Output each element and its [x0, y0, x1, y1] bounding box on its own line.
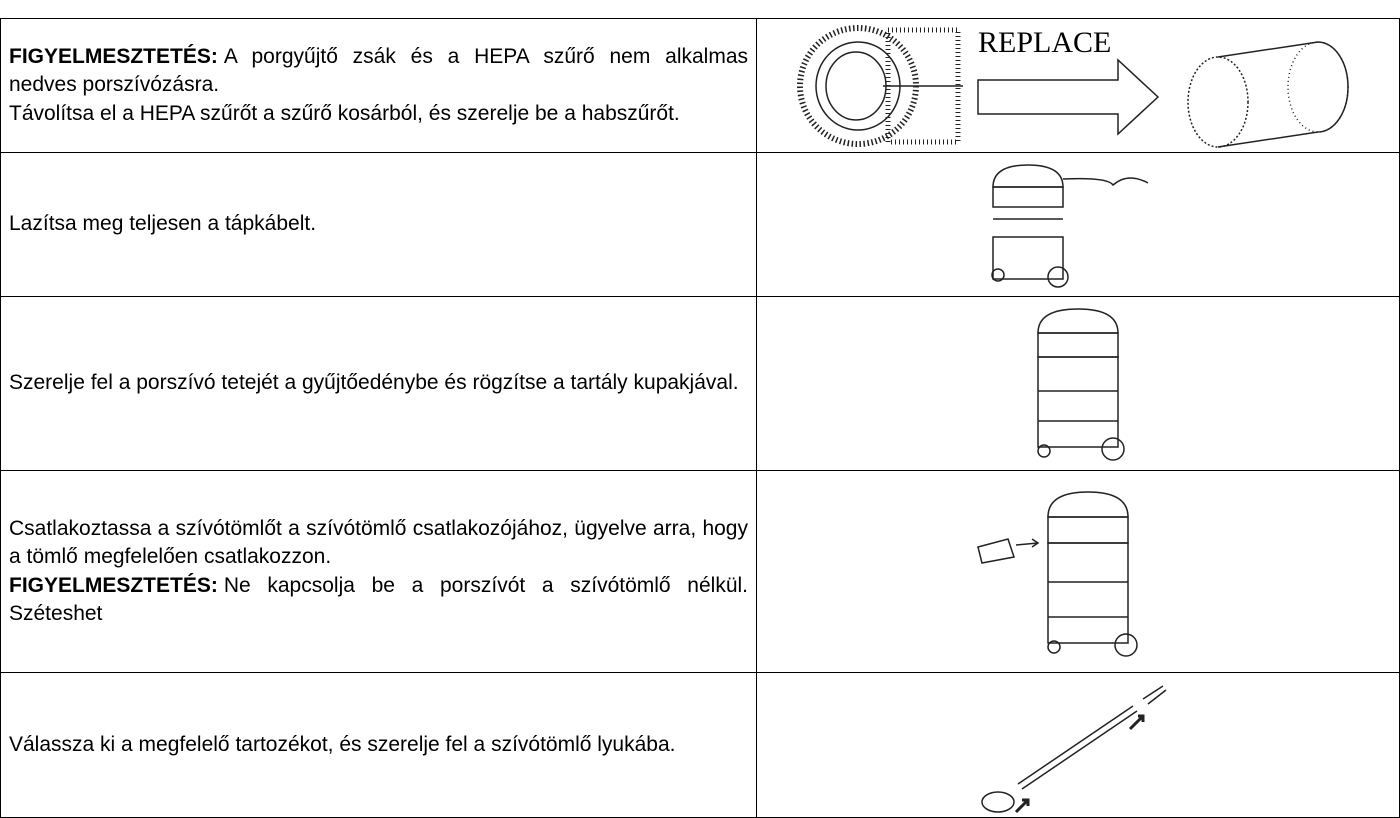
text-cell: Lazítsa meg teljesen a tápkábelt.	[0, 152, 757, 297]
row: Lazítsa meg teljesen a tápkábelt.	[0, 152, 1400, 297]
filter-replace-illustration: REPLACE	[797, 24, 1349, 148]
paragraph: Távolítsa el a HEPA szűrőt a szűrő kosár…	[9, 100, 748, 129]
warning-label: FIGYELMESZTETÉS:	[9, 573, 218, 597]
row: Válassza ki a megfelelő tartozékot, és s…	[0, 672, 1400, 818]
paragraph: Lazítsa meg teljesen a tápkábelt.	[9, 210, 748, 239]
paragraph: Szerelje fel a porszívó tetejét a gyűjtő…	[9, 369, 748, 398]
paragraph-text: Távolítsa el a HEPA szűrőt a szűrő kosár…	[9, 101, 680, 125]
image-cell	[756, 672, 1400, 818]
row: Csatlakoztassa a szívótömlőt a szívótöml…	[0, 470, 1400, 673]
row: Szerelje fel a porszívó tetejét a gyűjtő…	[0, 296, 1400, 471]
row: FIGYELMESZTETÉS: A porgyűjtő zsák és a HE…	[0, 18, 1400, 153]
paragraph: Csatlakoztassa a szívótömlőt a szívótöml…	[9, 515, 748, 572]
vacuum-illustration	[1037, 307, 1125, 461]
image-cell: REPLACE	[756, 18, 1400, 153]
accessory-illustration	[981, 685, 1167, 814]
paragraph-text: Lazítsa meg teljesen a tápkábelt.	[9, 212, 317, 236]
warning-label: FIGYELMESZTETÉS:	[9, 44, 218, 68]
image-cell	[756, 470, 1400, 673]
vacuum-hose-illustration	[977, 490, 1138, 657]
paragraph: FIGYELMESZTETÉS: A porgyűjtő zsák és a HE…	[9, 43, 748, 100]
instruction-table: FIGYELMESZTETÉS: A porgyűjtő zsák és a HE…	[0, 18, 1400, 818]
image-cell	[756, 296, 1400, 471]
vacuum-illustration	[991, 163, 1149, 288]
text-cell: Szerelje fel a porszívó tetejét a gyűjtő…	[0, 296, 757, 471]
image-label: REPLACE	[978, 26, 1111, 59]
text-cell: FIGYELMESZTETÉS: A porgyűjtő zsák és a HE…	[0, 18, 757, 153]
image-cell	[756, 152, 1400, 297]
paragraph: FIGYELMESZTETÉS: Ne kapcsolja be a porszí…	[9, 572, 748, 629]
text-cell: Csatlakoztassa a szívótömlőt a szívótöml…	[0, 470, 757, 673]
paragraph-text: Válassza ki a megfelelő tartozékot, és s…	[9, 732, 676, 756]
paragraph-text: Szerelje fel a porszívó tetejét a gyűjtő…	[9, 371, 739, 395]
paragraph-text: Ne kapcsolja be a porszívót a szívótömlő…	[9, 573, 748, 626]
paragraph-text: A porgyűjtő zsák és a HEPA szűrő nem alk…	[9, 44, 748, 97]
paragraph: Válassza ki a megfelelő tartozékot, és s…	[9, 731, 748, 760]
text-cell: Válassza ki a megfelelő tartozékot, és s…	[0, 672, 757, 818]
paragraph-text: Csatlakoztassa a szívótömlőt a szívótöml…	[9, 516, 748, 569]
